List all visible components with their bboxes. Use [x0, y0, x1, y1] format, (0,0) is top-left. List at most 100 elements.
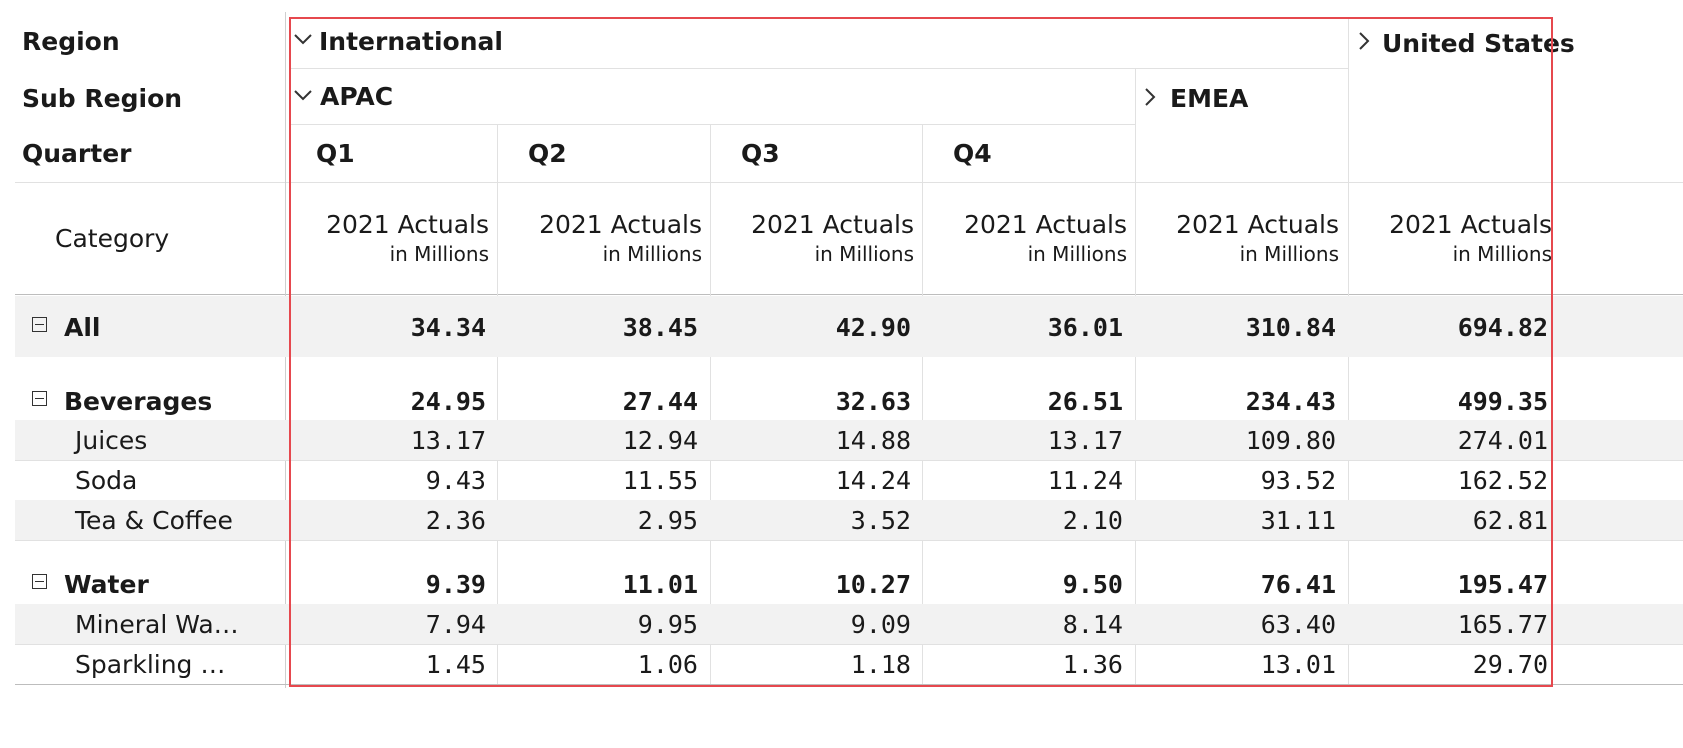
expand-emea[interactable] [1140, 87, 1160, 107]
row-band-all [15, 296, 1683, 357]
expand-united-states[interactable] [1354, 31, 1374, 51]
cell-soda-us: 162.52 [1457, 466, 1548, 495]
measure-title: 2021 Actuals [326, 210, 489, 239]
row-label-beverages: Beverages [64, 387, 213, 416]
cell-soda-q2: 11.55 [622, 466, 698, 495]
row-band-juices [15, 420, 1683, 460]
cell-water-q2: 11.01 [622, 570, 698, 599]
measure-subtitle: in Millions [389, 242, 489, 266]
header-divider [289, 124, 1135, 125]
measure-subtitle: in Millions [1027, 242, 1127, 266]
cell-juices-emea: 109.80 [1245, 426, 1336, 455]
column-header-q1[interactable]: Q1 [316, 139, 355, 168]
cell-water-us: 195.47 [1457, 570, 1548, 599]
row-label-all: All [64, 313, 101, 342]
row-band-tea-coffee [15, 500, 1683, 540]
cell-tea-coffee-q3: 3.52 [850, 506, 911, 535]
row-band-mineral-water [15, 604, 1683, 644]
cell-sparkling-emea: 13.01 [1260, 650, 1336, 679]
cell-all-q1: 34.34 [410, 313, 486, 342]
row-label-tea-coffee: Tea & Coffee [75, 506, 233, 535]
cell-all-emea: 310.84 [1245, 313, 1336, 342]
measure-title: 2021 Actuals [964, 210, 1127, 239]
row-label-juices: Juices [75, 426, 148, 455]
measure-header: 2021 Actuals in Millions [289, 209, 489, 267]
cell-beverages-us: 499.35 [1457, 387, 1548, 416]
cell-all-q3: 42.90 [835, 313, 911, 342]
minus-square-icon[interactable] [32, 574, 47, 589]
cell-sparkling-q1: 1.45 [425, 650, 486, 679]
column-header-emea[interactable]: EMEA [1170, 84, 1249, 113]
cell-mineral-water-q4: 8.14 [1062, 610, 1123, 639]
measure-header: 2021 Actuals in Millions [1139, 209, 1339, 267]
measure-subtitle: in Millions [814, 242, 914, 266]
quarter-header: Quarter [22, 139, 132, 168]
column-header-q4[interactable]: Q4 [953, 139, 992, 168]
measure-subtitle: in Millions [602, 242, 702, 266]
cell-juices-q1: 13.17 [410, 426, 486, 455]
cell-juices-q4: 13.17 [1047, 426, 1123, 455]
sub-region-header: Sub Region [22, 84, 183, 113]
minus-square-icon[interactable] [32, 317, 47, 332]
measure-subtitle: in Millions [1239, 242, 1339, 266]
chevron-down-icon [294, 34, 312, 45]
column-header-apac[interactable]: APAC [320, 82, 394, 111]
column-header-q2[interactable]: Q2 [528, 139, 567, 168]
cell-sparkling-q3: 1.18 [850, 650, 911, 679]
cell-tea-coffee-us: 62.81 [1472, 506, 1548, 535]
measure-header: 2021 Actuals in Millions [714, 209, 914, 267]
measure-subtitle: in Millions [1452, 242, 1552, 266]
cell-water-q3: 10.27 [835, 570, 911, 599]
cell-mineral-water-q1: 7.94 [425, 610, 486, 639]
cell-water-q4: 9.50 [1062, 570, 1123, 599]
chevron-right-icon [1145, 88, 1156, 106]
cell-tea-coffee-emea: 31.11 [1260, 506, 1336, 535]
header-divider [289, 68, 1349, 69]
row-label-soda: Soda [75, 466, 138, 495]
category-header: Category [55, 224, 170, 253]
column-header-united-states[interactable]: United States [1382, 29, 1575, 58]
row-divider [15, 644, 1683, 645]
cell-sparkling-us: 29.70 [1472, 650, 1548, 679]
minus-square-icon[interactable] [32, 391, 47, 406]
expand-apac[interactable] [293, 85, 313, 105]
row-divider [15, 540, 1683, 541]
cell-water-emea: 76.41 [1260, 570, 1336, 599]
column-divider [497, 124, 498, 687]
cell-water-q1: 9.39 [425, 570, 486, 599]
region-header: Region [22, 27, 120, 56]
expand-international[interactable] [293, 29, 313, 49]
cell-all-q2: 38.45 [622, 313, 698, 342]
row-label-sparkling: Sparkling … [75, 650, 226, 679]
column-header-q3[interactable]: Q3 [741, 139, 780, 168]
chevron-down-icon [294, 90, 312, 101]
cell-tea-coffee-q4: 2.10 [1062, 506, 1123, 535]
cell-beverages-q1: 24.95 [410, 387, 486, 416]
cell-soda-q1: 9.43 [425, 466, 486, 495]
cell-soda-q3: 14.24 [835, 466, 911, 495]
row-divider [15, 460, 1683, 461]
column-divider [710, 124, 711, 687]
measure-title: 2021 Actuals [1176, 210, 1339, 239]
column-divider [1135, 68, 1136, 687]
cell-soda-q4: 11.24 [1047, 466, 1123, 495]
cell-juices-q3: 14.88 [835, 426, 911, 455]
cell-all-q4: 36.01 [1047, 313, 1123, 342]
row-divider [15, 684, 1683, 685]
cell-mineral-water-q3: 9.09 [850, 610, 911, 639]
cell-mineral-water-us: 165.77 [1457, 610, 1548, 639]
header-divider [15, 294, 1683, 295]
cell-sparkling-q4: 1.36 [1062, 650, 1123, 679]
cell-all-us: 694.82 [1457, 313, 1548, 342]
cell-beverages-q4: 26.51 [1047, 387, 1123, 416]
cell-soda-emea: 93.52 [1260, 466, 1336, 495]
cell-beverages-q3: 32.63 [835, 387, 911, 416]
measure-header: 2021 Actuals in Millions [1352, 209, 1552, 267]
measure-title: 2021 Actuals [751, 210, 914, 239]
cell-beverages-q2: 27.44 [622, 387, 698, 416]
row-label-water: Water [64, 570, 149, 599]
cell-tea-coffee-q1: 2.36 [425, 506, 486, 535]
row-label-mineral-water: Mineral Wa… [75, 610, 239, 639]
header-divider [15, 182, 1683, 183]
column-header-international[interactable]: International [319, 27, 503, 56]
